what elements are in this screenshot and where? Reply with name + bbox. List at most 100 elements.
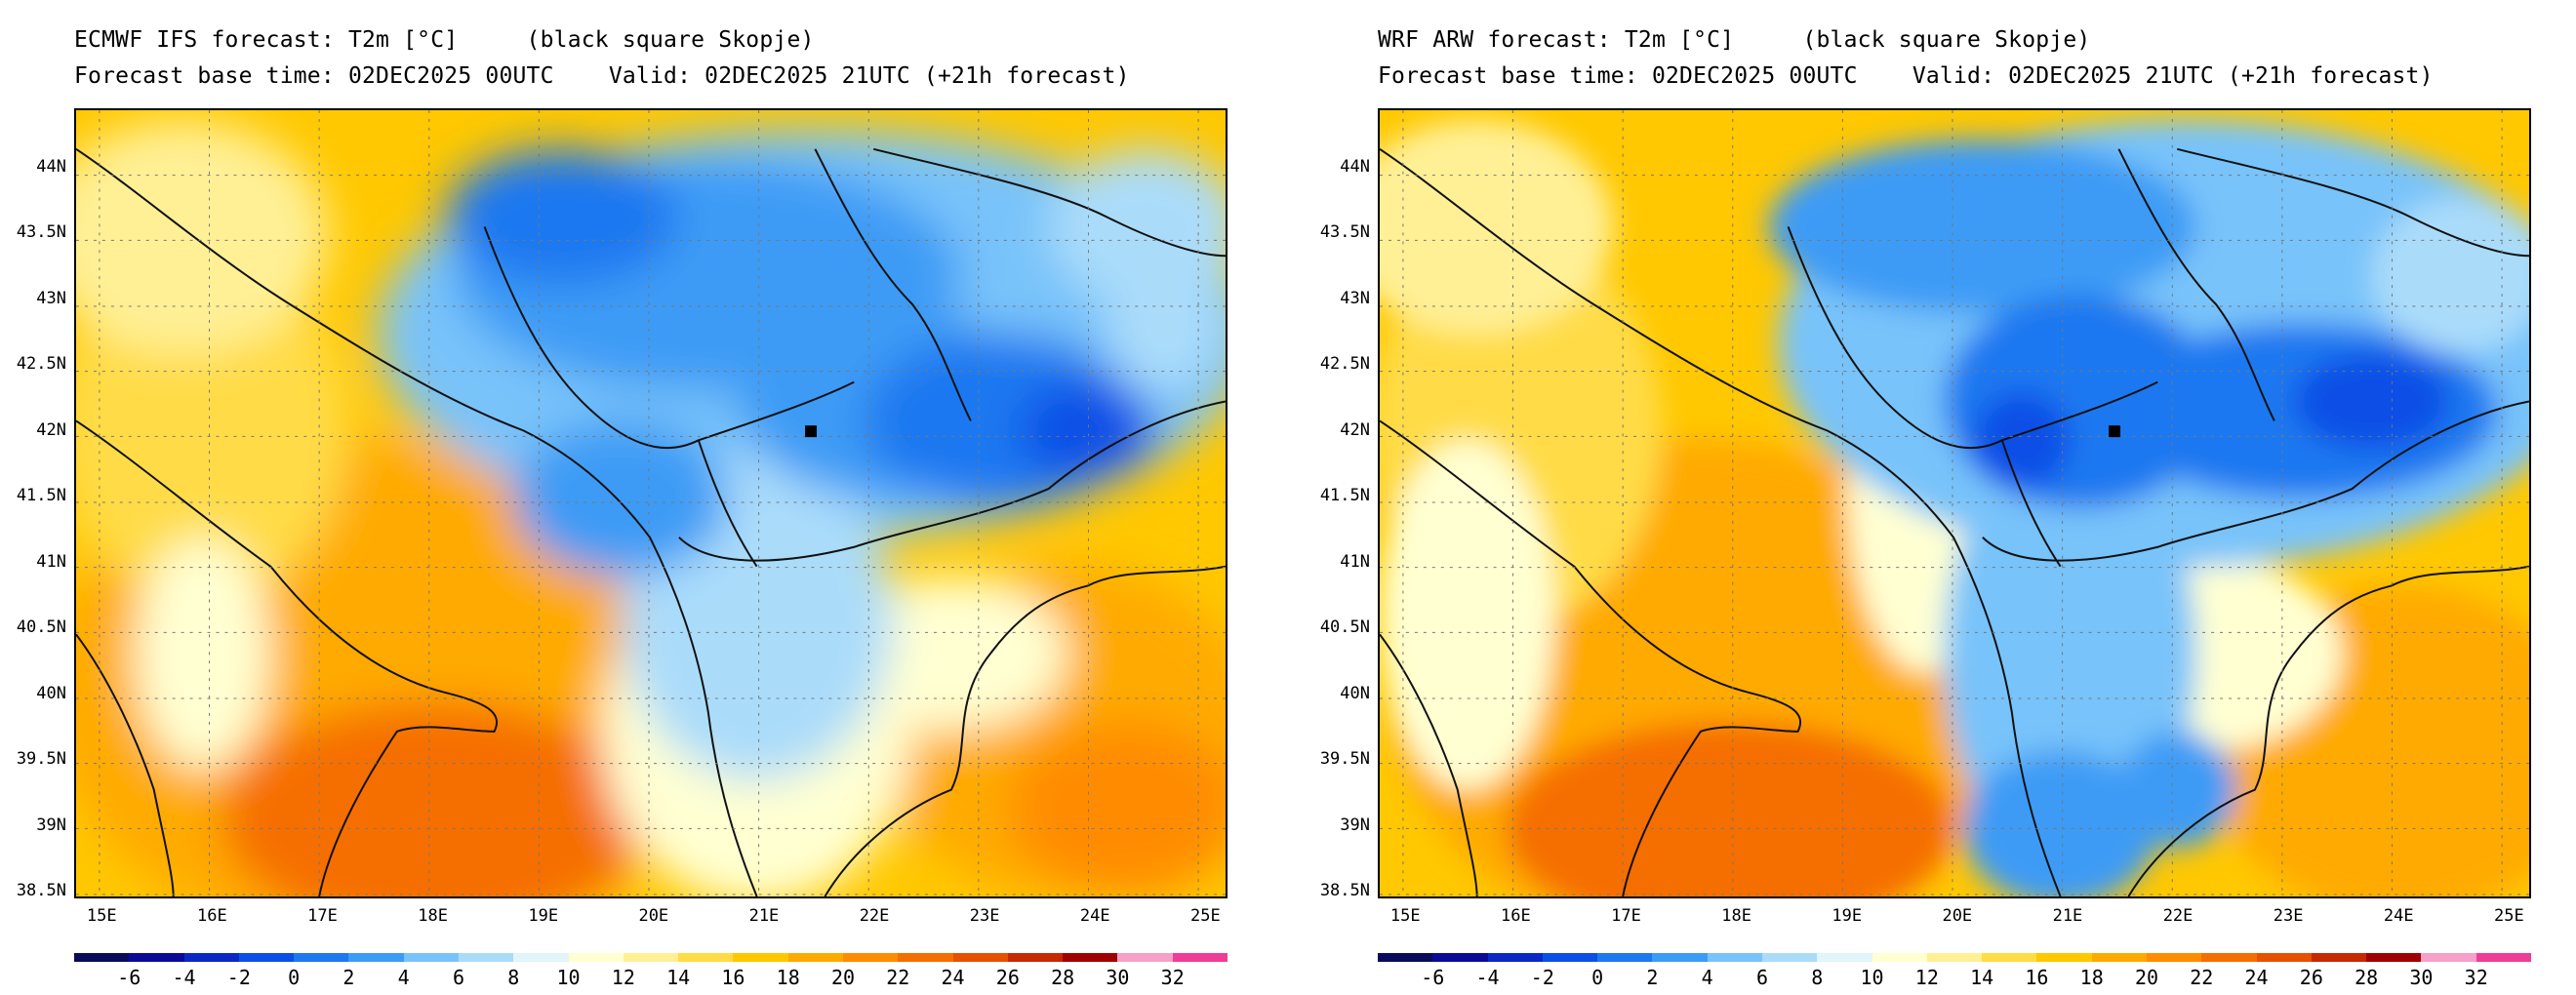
lon-tick-label: 19E	[1831, 906, 1863, 926]
lat-tick-label: 41.5N	[1319, 486, 1370, 506]
colorbar-tick-label: 30	[2409, 966, 2434, 989]
lat-tick-label: 40N	[36, 683, 66, 703]
colorbar-segment	[1652, 953, 1708, 962]
colorbar-tick-label: 20	[830, 966, 856, 989]
colorbar-segment	[733, 953, 788, 962]
colorbar-tick-label: 2	[342, 966, 355, 989]
colorbar-segment	[568, 953, 624, 962]
lon-tick-label: 15E	[1389, 906, 1421, 926]
colorbar-segment	[1597, 953, 1653, 962]
lat-tick-label: 38.5N	[1319, 881, 1370, 901]
colorbar-tick-label: 28	[2355, 966, 2379, 989]
colorbar-segment	[2421, 953, 2476, 962]
colorbar-tick-label: 16	[2025, 966, 2049, 989]
colorbar-segment	[2311, 953, 2367, 962]
colorbar-tick-label: -2	[1530, 966, 1554, 989]
colorbar-segment	[294, 953, 349, 962]
lon-tick-label: 24E	[1079, 906, 1110, 926]
colorbar-segment	[842, 953, 899, 962]
colorbar-tick-label: 10	[556, 966, 581, 989]
colorbar-tick-label: 30	[1106, 966, 1130, 989]
lon-tick-label: 21E	[2052, 906, 2083, 926]
coastlines	[76, 147, 1226, 896]
lon-tick-label: 22E	[859, 906, 890, 926]
lat-tick-label: 39N	[1340, 815, 1370, 835]
colorbar-segment	[129, 953, 184, 962]
colorbar-tick-label: -2	[226, 966, 251, 989]
colorbar-segment	[952, 953, 1008, 962]
lon-tick-label: 20E	[1942, 906, 1973, 926]
colorbar-tick-label: 6	[1755, 966, 1769, 989]
map-svg	[76, 110, 1226, 896]
colorbar-tick-label: 0	[1591, 966, 1604, 989]
colorbar-tick-label: -6	[117, 966, 141, 989]
temperature-field	[76, 119, 1226, 896]
colorbar-segment	[623, 953, 679, 962]
colorbar-tick-label: 28	[1051, 966, 1075, 989]
colorbar-segment	[898, 953, 953, 962]
lon-tick-label: 16E	[1501, 906, 1531, 926]
colorbar-segment	[2366, 953, 2422, 962]
colorbar-tick-label: 6	[452, 966, 465, 989]
graticule	[1380, 110, 2529, 896]
colorbar-segment	[1707, 953, 1762, 962]
colorbar-tick-label: 4	[1701, 966, 1713, 989]
lon-tick-label: 24E	[2383, 906, 2414, 926]
colorbar-tick-label: 0	[288, 966, 301, 989]
colorbar-tick-label: 12	[1914, 966, 1939, 989]
colorbar-tick-label: -6	[1421, 966, 1445, 989]
colorbar-segment	[2256, 953, 2312, 962]
colorbar-tick-label: 8	[507, 966, 520, 989]
colorbar-segment	[678, 953, 734, 962]
panel-title: ECMWF IFS forecast: T2m [°C] (black squa…	[74, 27, 815, 53]
lon-tick-label: 20E	[638, 906, 669, 926]
colorbar-segment	[1117, 953, 1173, 962]
colorbar-segment	[74, 953, 130, 962]
colorbar-tick-label: 18	[2079, 966, 2104, 989]
lat-tick-label: 43.5N	[16, 222, 66, 243]
lat-tick-label: 38.5N	[16, 881, 66, 901]
lon-tick-label: 17E	[307, 906, 338, 926]
colorbar-tick-label: 8	[1811, 966, 1824, 989]
colorbar	[1378, 953, 2531, 962]
colorbar-segment	[787, 953, 843, 962]
panel-subtitle: Forecast base time: 02DEC2025 00UTC Vali…	[1378, 63, 2434, 89]
lat-tick-label: 42.5N	[16, 354, 66, 375]
colorbar-tick-label: 10	[1860, 966, 1884, 989]
colorbar-segment	[1926, 953, 1983, 962]
lon-tick-label: 22E	[2162, 906, 2194, 926]
colorbar-segment	[1432, 953, 1488, 962]
lat-tick-label: 41N	[36, 551, 66, 572]
colorbar-tick-label: 16	[721, 966, 745, 989]
lon-tick-label: 25E	[2494, 906, 2524, 926]
lon-tick-label: 18E	[1721, 906, 1751, 926]
colorbar-segment	[1378, 953, 1433, 962]
lon-tick-label: 18E	[418, 906, 448, 926]
colorbar-segment	[1487, 953, 1543, 962]
lat-tick-label: 39.5N	[1319, 749, 1370, 770]
lat-tick-label: 40.5N	[1319, 617, 1370, 638]
colorbar-segment	[1172, 953, 1228, 962]
colorbar-tick-label: -4	[1475, 966, 1500, 989]
colorbar-segment	[348, 953, 404, 962]
coastlines	[1380, 147, 2529, 896]
lat-tick-label: 40.5N	[16, 617, 66, 638]
lon-tick-label: 15E	[86, 906, 117, 926]
colorbar	[74, 953, 1228, 962]
colorbar-segment	[1542, 953, 1598, 962]
colorbar-segment	[2201, 953, 2257, 962]
colorbar-tick-label: -4	[172, 966, 196, 989]
colorbar-tick-label: 22	[2190, 966, 2214, 989]
panel-title: WRF ARW forecast: T2m [°C] (black square…	[1378, 27, 2091, 53]
panel-subtitle: Forecast base time: 02DEC2025 00UTC Vali…	[74, 63, 1130, 89]
colorbar-segment	[183, 953, 239, 962]
colorbar-tick-label: 26	[2299, 966, 2323, 989]
colorbar-segment	[2091, 953, 2147, 962]
colorbar-tick-label: 26	[995, 966, 1020, 989]
lat-tick-label: 40N	[1340, 683, 1370, 703]
colorbar-tick-label: 32	[2464, 966, 2488, 989]
colorbar-tick-label: 32	[1160, 966, 1185, 989]
lat-tick-label: 43.5N	[1319, 222, 1370, 243]
lon-tick-label: 21E	[748, 906, 780, 926]
temperature-field	[1380, 119, 2529, 896]
